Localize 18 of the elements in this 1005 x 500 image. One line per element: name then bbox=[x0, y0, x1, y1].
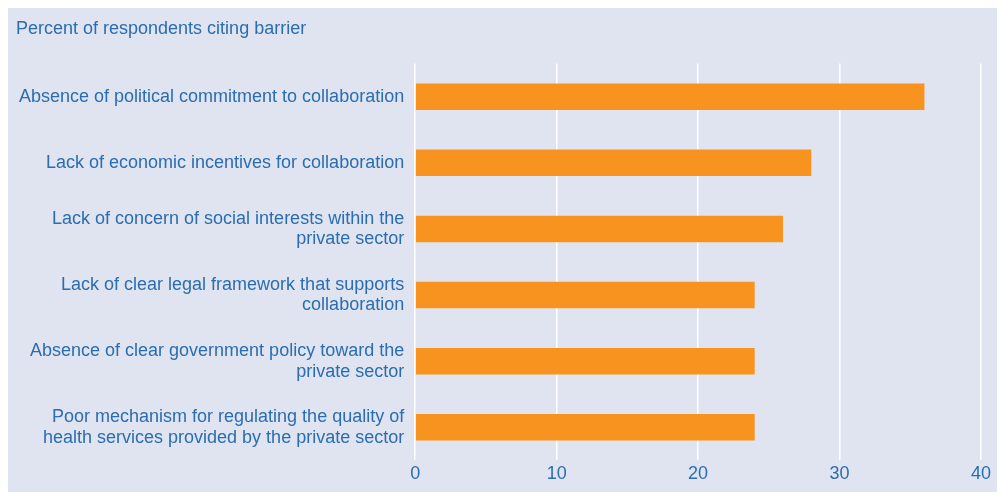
bar bbox=[415, 347, 755, 375]
y-tick-label: Lack of concern of social interests within the private sector bbox=[52, 207, 405, 249]
x-tick-label: 0 bbox=[410, 463, 421, 484]
bar bbox=[415, 149, 812, 177]
x-tick-label: 20 bbox=[688, 463, 709, 484]
y-tick-label: Lack of economic incentives for collaboration bbox=[45, 151, 405, 172]
bar bbox=[415, 83, 925, 110]
y-tick-label: Lack of clear legal framework that supports collaboration bbox=[61, 273, 405, 315]
y-tick-label: Absence of clear government policy toward the private sector bbox=[29, 339, 405, 381]
bar bbox=[415, 281, 755, 309]
x-tick-label: 40 bbox=[970, 463, 992, 484]
bar bbox=[415, 414, 755, 441]
y-tick-label: Poor mechanism for regulating the quality of health services provided by the private sector bbox=[43, 405, 406, 447]
bar bbox=[415, 215, 783, 243]
x-tick-label: 10 bbox=[546, 463, 567, 484]
x-tick-label: 30 bbox=[829, 463, 850, 484]
y-tick-label: Absence of political commitment to collaboration bbox=[18, 85, 405, 106]
text: Percent of respondents citing barrier bbox=[16, 17, 307, 38]
